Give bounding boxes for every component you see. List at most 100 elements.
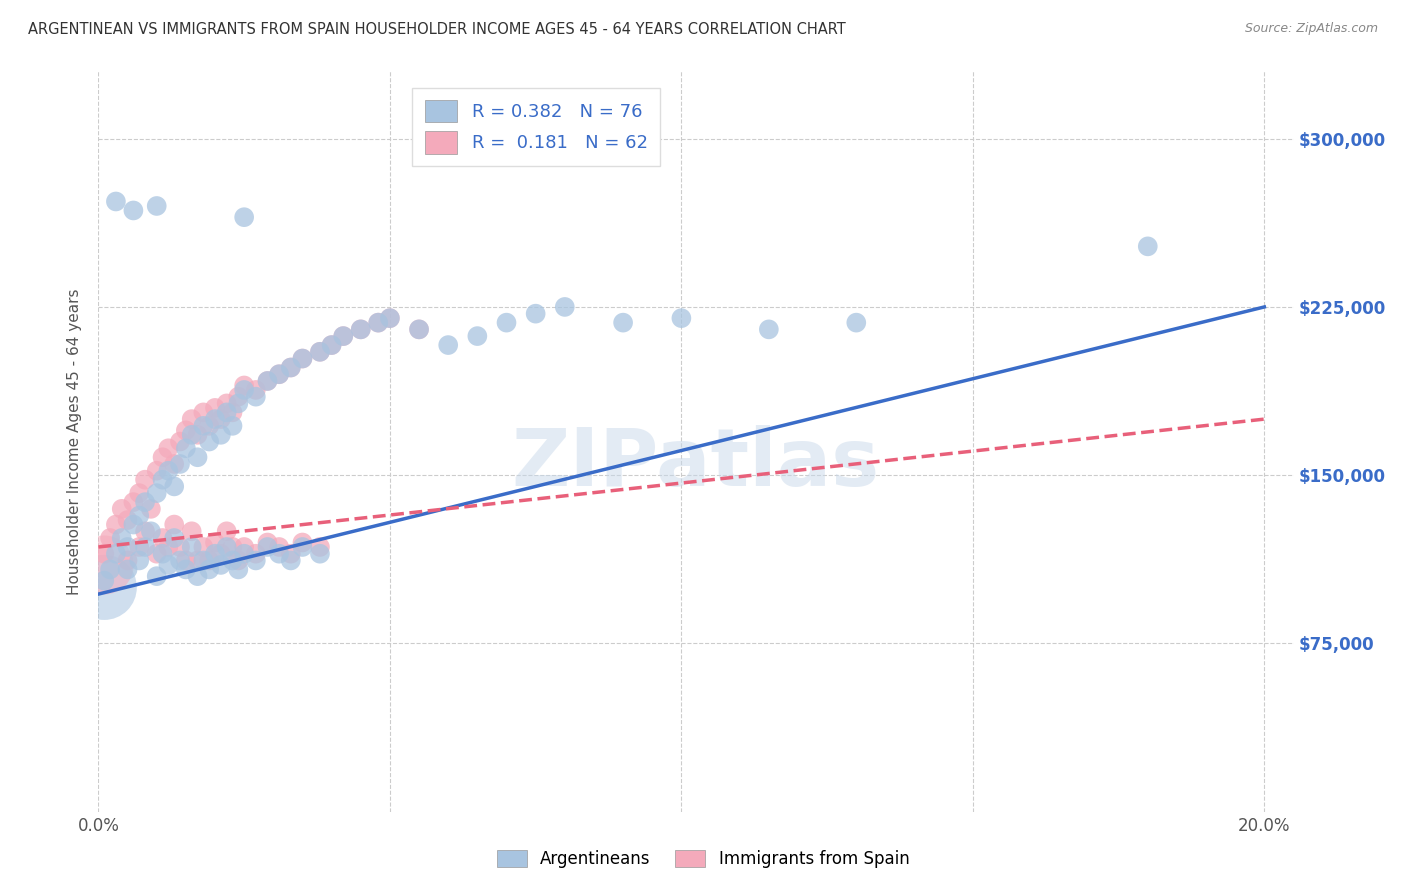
Point	[233, 540, 256, 554]
Point	[204, 401, 226, 415]
Point	[291, 351, 314, 366]
Point	[174, 442, 197, 456]
Point	[139, 524, 162, 539]
Point	[122, 517, 145, 532]
Point	[145, 199, 167, 213]
Point	[134, 524, 156, 539]
Point	[186, 427, 208, 442]
Point	[193, 553, 215, 567]
Y-axis label: Householder Income Ages 45 - 64 years: Householder Income Ages 45 - 64 years	[67, 288, 83, 595]
Point	[93, 580, 115, 594]
Point	[291, 535, 314, 549]
Point	[193, 418, 215, 433]
Legend: R = 0.382   N = 76, R =  0.181   N = 62: R = 0.382 N = 76, R = 0.181 N = 62	[412, 87, 661, 166]
Point	[186, 450, 208, 465]
Point	[758, 322, 780, 336]
Point	[157, 464, 180, 478]
Point	[169, 553, 191, 567]
Point	[495, 316, 517, 330]
Text: Source: ZipAtlas.com: Source: ZipAtlas.com	[1244, 22, 1378, 36]
Point	[198, 434, 221, 449]
Point	[122, 495, 145, 509]
Point	[209, 547, 232, 561]
Point	[93, 558, 115, 572]
Point	[180, 540, 202, 554]
Point	[193, 540, 215, 554]
Point	[309, 547, 332, 561]
Point	[228, 562, 250, 576]
Point	[408, 322, 430, 336]
Point	[174, 553, 197, 567]
Point	[180, 524, 202, 539]
Point	[845, 316, 868, 330]
Point	[117, 540, 139, 554]
Point	[163, 479, 186, 493]
Point	[111, 501, 134, 516]
Point	[280, 360, 302, 375]
Point	[98, 562, 121, 576]
Point	[350, 322, 373, 336]
Point	[163, 457, 186, 471]
Point	[104, 517, 127, 532]
Point	[269, 368, 291, 382]
Point	[145, 464, 167, 478]
Point	[122, 203, 145, 218]
Point	[128, 486, 150, 500]
Point	[378, 311, 401, 326]
Point	[233, 547, 256, 561]
Point	[186, 553, 208, 567]
Point	[157, 442, 180, 456]
Point	[256, 374, 278, 388]
Point	[228, 553, 250, 567]
Point	[134, 495, 156, 509]
Point	[350, 322, 373, 336]
Point	[152, 473, 174, 487]
Point	[209, 412, 232, 426]
Point	[554, 300, 576, 314]
Point	[204, 547, 226, 561]
Point	[524, 307, 547, 321]
Point	[256, 374, 278, 388]
Point	[280, 553, 302, 567]
Point	[174, 423, 197, 437]
Point	[198, 418, 221, 433]
Point	[309, 540, 332, 554]
Point	[204, 412, 226, 426]
Point	[93, 574, 115, 588]
Point	[215, 524, 238, 539]
Point	[152, 547, 174, 561]
Point	[180, 427, 202, 442]
Legend: Argentineans, Immigrants from Spain: Argentineans, Immigrants from Spain	[489, 843, 917, 875]
Point	[437, 338, 460, 352]
Point	[186, 569, 208, 583]
Point	[256, 535, 278, 549]
Point	[221, 553, 243, 567]
Point	[215, 396, 238, 410]
Point	[269, 540, 291, 554]
Point	[169, 434, 191, 449]
Point	[309, 344, 332, 359]
Point	[174, 562, 197, 576]
Point	[163, 517, 186, 532]
Point	[309, 344, 332, 359]
Point	[367, 316, 389, 330]
Point	[367, 316, 389, 330]
Point	[169, 457, 191, 471]
Point	[93, 547, 115, 561]
Point	[215, 405, 238, 419]
Point	[233, 383, 256, 397]
Point	[332, 329, 354, 343]
Point	[145, 547, 167, 561]
Point	[321, 338, 343, 352]
Point	[163, 531, 186, 545]
Point	[228, 396, 250, 410]
Point	[612, 316, 634, 330]
Point	[117, 513, 139, 527]
Point	[233, 210, 256, 224]
Point	[245, 390, 267, 404]
Point	[245, 383, 267, 397]
Point	[245, 553, 267, 567]
Point	[139, 501, 162, 516]
Point	[104, 194, 127, 209]
Point	[104, 547, 127, 561]
